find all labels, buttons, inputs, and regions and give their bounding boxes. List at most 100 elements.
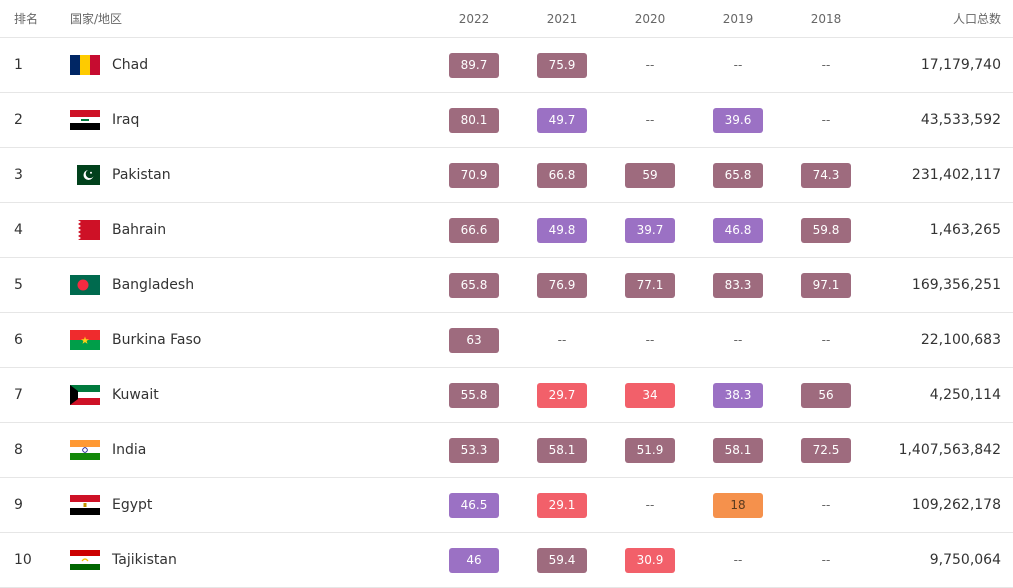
year-header-2018[interactable]: 2018 [810, 11, 842, 26]
empty-value: -- [645, 58, 655, 72]
table-row[interactable]: 2 Iraq 80.1 49.7 -- 39.6 -- 43,533,592 [0, 93, 1013, 148]
score-badge: 30.9 [625, 547, 675, 573]
table-row[interactable]: 3 Pakistan 70.9 66.8 59 65.8 74.3 231,402,117 [0, 148, 1013, 203]
country-cell[interactable]: Kuwait [64, 385, 430, 405]
year-cell-2020: 77.1 [606, 272, 694, 298]
country-name[interactable]: Bangladesh [112, 277, 195, 293]
year-cell-2020: -- [606, 58, 694, 72]
country-cell[interactable]: Iraq [64, 110, 430, 130]
rank-cell: 4 [14, 222, 23, 238]
score-badge: 70.9 [449, 162, 499, 188]
population-cell: 9,750,064 [929, 552, 1001, 568]
year-cell-2021: -- [518, 333, 606, 347]
score-badge: 65.8 [713, 162, 763, 188]
score-badge: 46 [449, 547, 499, 573]
table-row[interactable]: 6 Burkina Faso 63 -- -- -- -- 22,100,683 [0, 313, 1013, 368]
year-cell-2018: 72.5 [782, 437, 870, 463]
country-header[interactable]: 国家/地区 [70, 12, 123, 26]
rank-cell: 3 [14, 167, 23, 183]
year-cell-2019: -- [694, 58, 782, 72]
year-cell-2022: 80.1 [430, 107, 518, 133]
empty-value: -- [821, 553, 831, 567]
score-badge: 29.1 [537, 492, 587, 518]
bahrain-flag-icon [70, 220, 100, 240]
country-cell[interactable]: Egypt [64, 495, 430, 515]
score-badge: 51.9 [625, 437, 675, 463]
empty-value: -- [821, 333, 831, 347]
score-badge: 58.1 [713, 437, 763, 463]
population-cell: 231,402,117 [911, 167, 1001, 183]
country-cell[interactable]: Tajikistan [64, 550, 430, 570]
country-name[interactable]: Pakistan [112, 167, 171, 183]
year-cell-2019: 83.3 [694, 272, 782, 298]
country-name[interactable]: Kuwait [112, 387, 159, 403]
rank-header[interactable]: 排名 [14, 12, 39, 26]
table-row[interactable]: 10 Tajikistan 46 59.4 30.9 -- -- 9,750,064 [0, 533, 1013, 588]
country-cell[interactable]: Pakistan [64, 165, 430, 185]
score-badge: 75.9 [537, 52, 587, 78]
score-badge: 56 [801, 382, 851, 408]
score-badge: 39.7 [625, 217, 675, 243]
table-body: 1 Chad 89.7 75.9 -- -- -- 17,179,740 2 Iraq 80.1 49… [0, 38, 1013, 588]
country-name[interactable]: Egypt [112, 497, 153, 513]
table-row[interactable]: 1 Chad 89.7 75.9 -- -- -- 17,179,740 [0, 38, 1013, 93]
country-cell[interactable]: India [64, 440, 430, 460]
score-badge: 65.8 [449, 272, 499, 298]
year-header-2021[interactable]: 2021 [546, 11, 578, 26]
country-name[interactable]: India [112, 442, 147, 458]
score-badge: 58.1 [537, 437, 587, 463]
country-name[interactable]: Tajikistan [112, 552, 177, 568]
year-cell-2021: 75.9 [518, 52, 606, 78]
table-row[interactable]: 5 Bangladesh 65.8 76.9 77.1 83.3 97.1 169,356,2… [0, 258, 1013, 313]
year-cell-2020: -- [606, 113, 694, 127]
year-cell-2018: 59.8 [782, 217, 870, 243]
year-cell-2019: 65.8 [694, 162, 782, 188]
score-badge: 53.3 [449, 437, 499, 463]
country-name[interactable]: Bahrain [112, 222, 167, 238]
year-cell-2022: 46 [430, 547, 518, 573]
country-cell[interactable]: Chad [64, 55, 430, 75]
table-row[interactable]: 7 Kuwait 55.8 29.7 34 38.3 56 4,250,114 [0, 368, 1013, 423]
score-badge: 59 [625, 162, 675, 188]
rank-cell: 10 [14, 552, 32, 568]
country-cell[interactable]: Burkina Faso [64, 330, 430, 350]
country-name[interactable]: Burkina Faso [112, 332, 202, 348]
table-row[interactable]: 9 Egypt 46.5 29.1 -- 18 -- 109,262,178 [0, 478, 1013, 533]
population-cell: 17,179,740 [920, 57, 1001, 73]
population-cell: 1,463,265 [929, 222, 1001, 238]
year-cell-2022: 66.6 [430, 217, 518, 243]
score-badge: 80.1 [449, 107, 499, 133]
year-header-2022[interactable]: 2022 [458, 11, 490, 26]
table-row[interactable]: 4 Bahrain 66.6 49.8 39.7 46.8 59.8 1,463,265 [0, 203, 1013, 258]
empty-value: -- [821, 58, 831, 72]
year-cell-2020: 30.9 [606, 547, 694, 573]
year-cell-2021: 29.1 [518, 492, 606, 518]
score-badge: 83.3 [713, 272, 763, 298]
country-cell[interactable]: Bangladesh [64, 275, 430, 295]
year-cell-2019: 46.8 [694, 217, 782, 243]
empty-value: -- [733, 553, 743, 567]
score-badge: 66.8 [537, 162, 587, 188]
rank-cell: 7 [14, 387, 23, 403]
year-cell-2021: 29.7 [518, 382, 606, 408]
country-name[interactable]: Iraq [112, 112, 140, 128]
population-header[interactable]: 人口总数 [952, 12, 1001, 26]
year-cell-2021: 59.4 [518, 547, 606, 573]
score-badge: 77.1 [625, 272, 675, 298]
country-name[interactable]: Chad [112, 57, 149, 73]
year-header-2019[interactable]: 2019 [722, 11, 754, 26]
year-cell-2022: 65.8 [430, 272, 518, 298]
score-badge: 18 [713, 492, 763, 518]
year-cell-2019: 38.3 [694, 382, 782, 408]
year-header-2020[interactable]: 2020 [634, 11, 666, 26]
country-cell[interactable]: Bahrain [64, 220, 430, 240]
pakistan-flag-icon [70, 165, 100, 185]
rank-cell: 6 [14, 332, 23, 348]
score-badge: 38.3 [713, 382, 763, 408]
table-row[interactable]: 8 India 53.3 58.1 51.9 58.1 72.5 1,407,563,842 [0, 423, 1013, 478]
year-cell-2020: 39.7 [606, 217, 694, 243]
year-cell-2021: 66.8 [518, 162, 606, 188]
year-cell-2018: 74.3 [782, 162, 870, 188]
year-cell-2018: 97.1 [782, 272, 870, 298]
iraq-flag-icon [70, 110, 100, 130]
